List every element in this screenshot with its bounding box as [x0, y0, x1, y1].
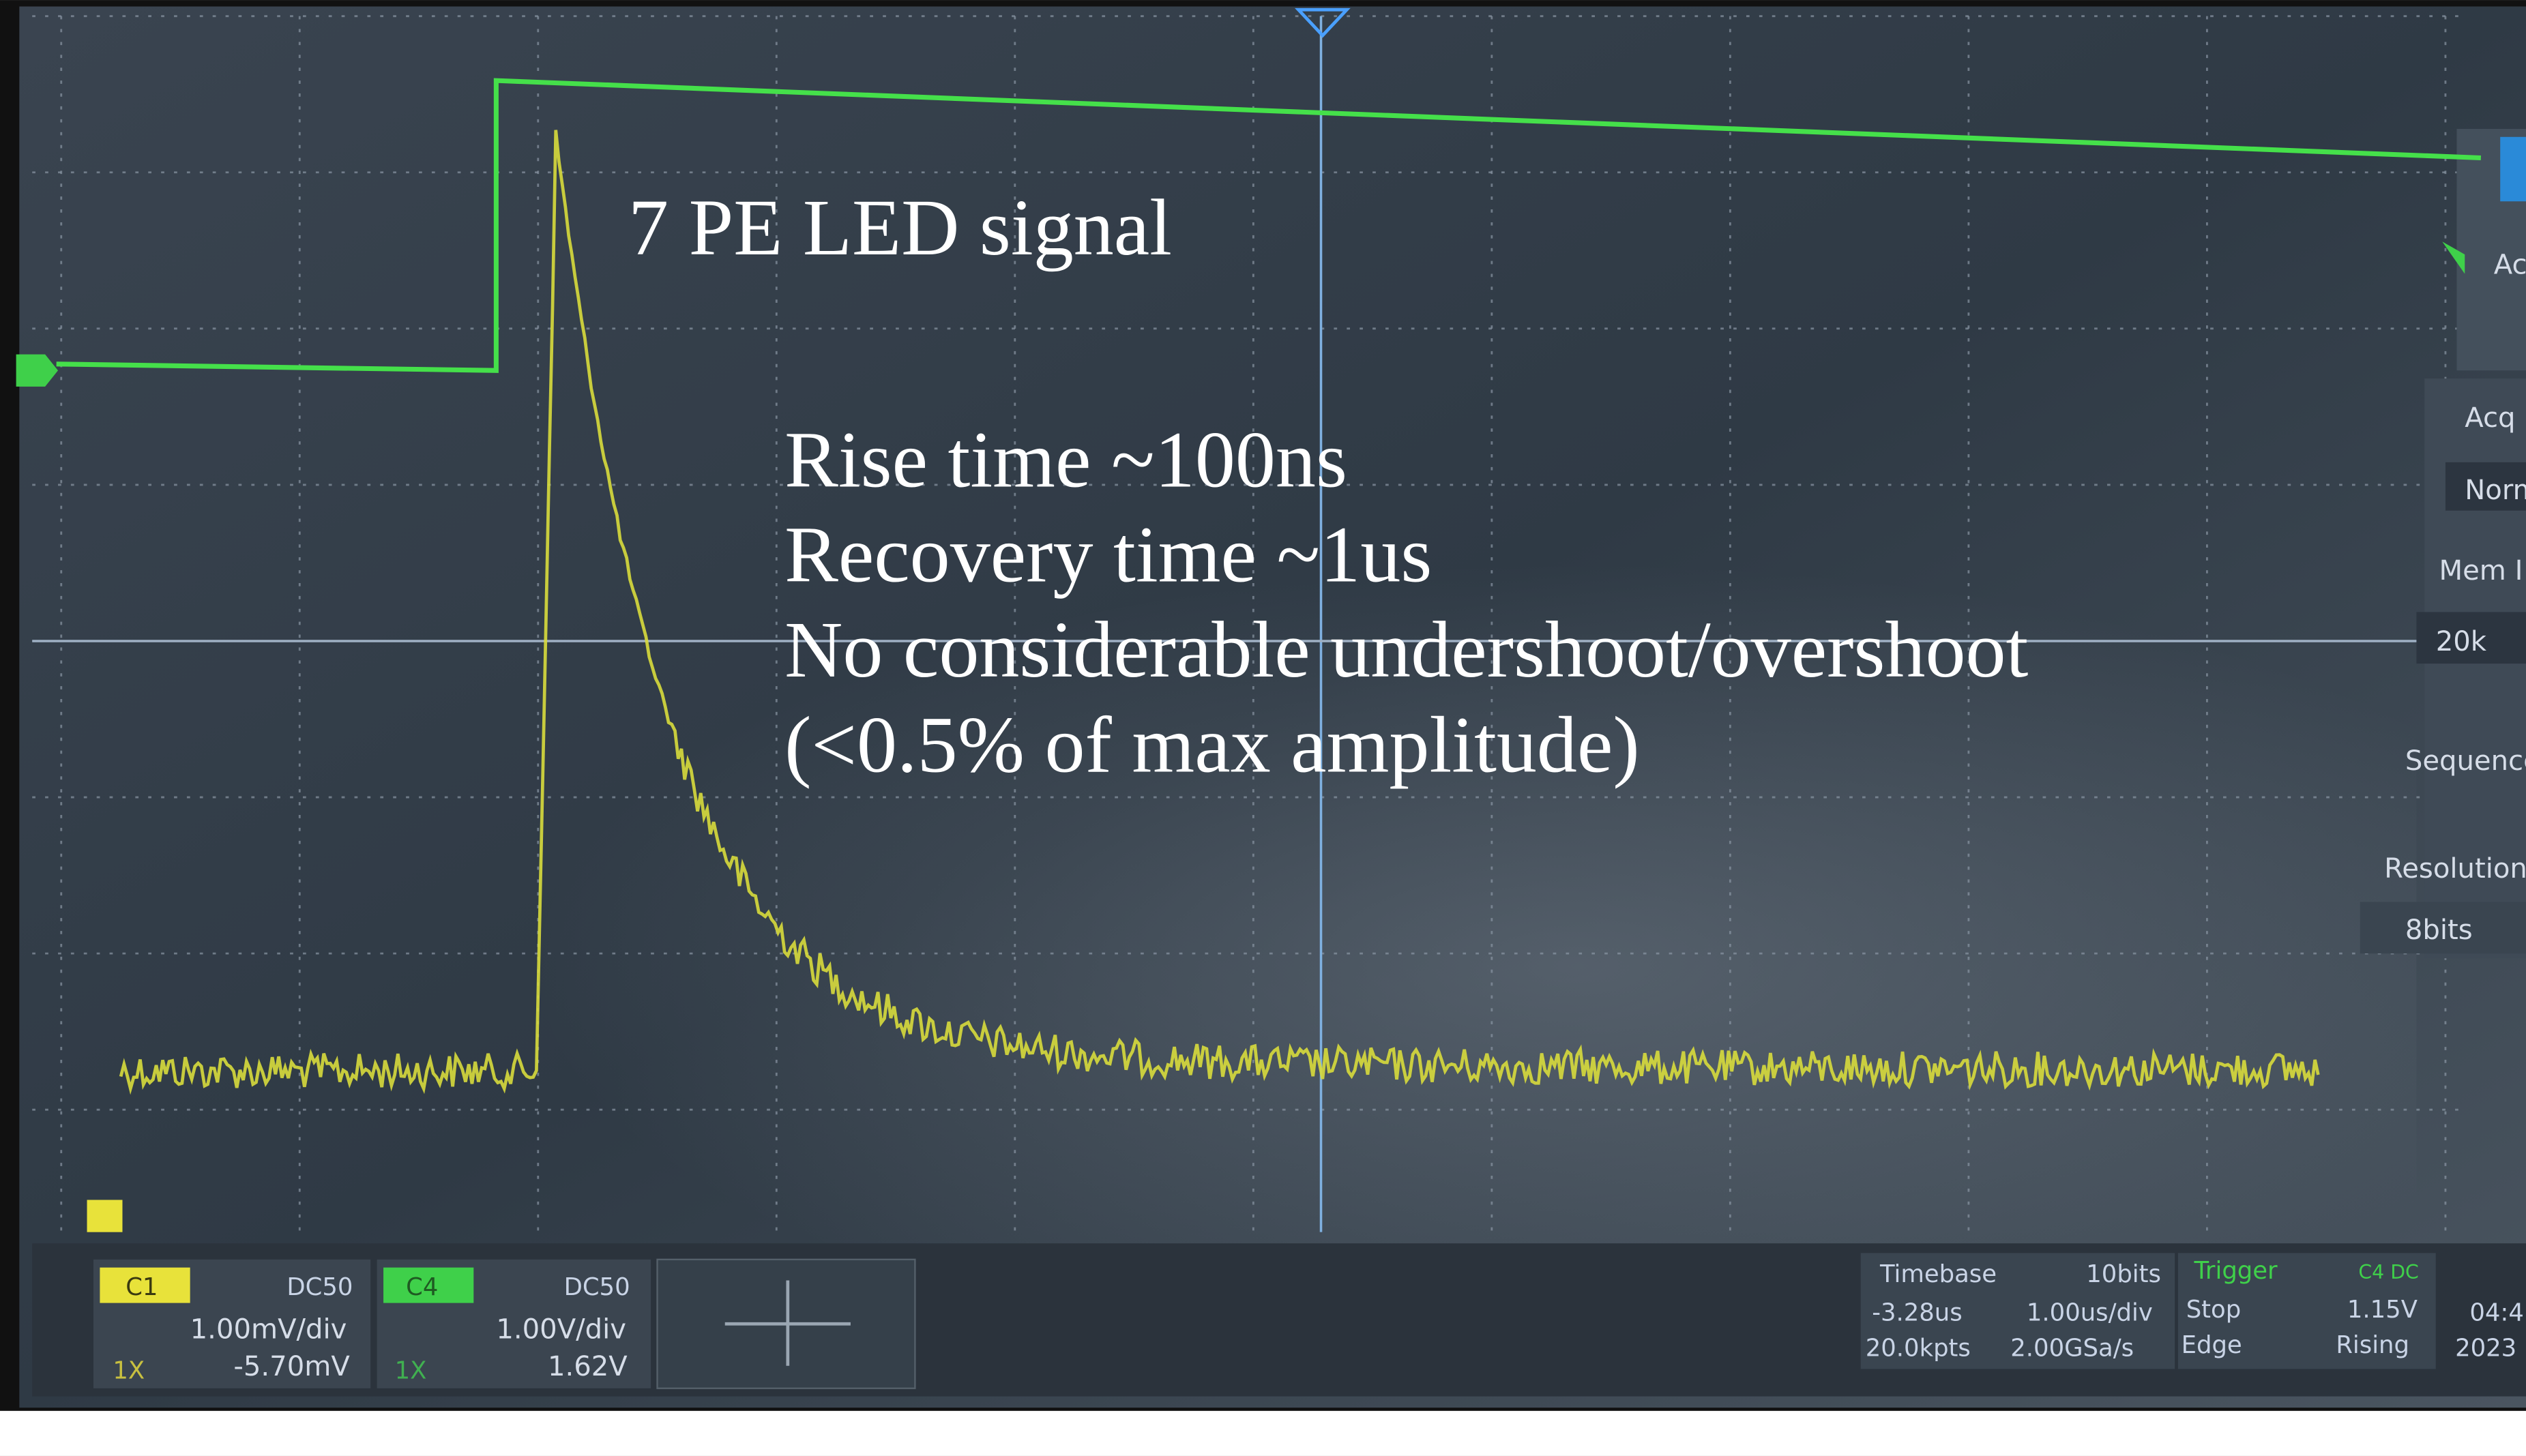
trigger-state: Stop: [2186, 1296, 2241, 1324]
timebase-label: Timebase: [1879, 1260, 1997, 1288]
side-panel: Ac Acq Norm Mem I 20k Sequence Resolutio…: [2360, 128, 2526, 959]
timebase-bits: 10bits: [2086, 1260, 2161, 1288]
probe: 1X: [113, 1357, 145, 1385]
offset: -5.70mV: [233, 1351, 350, 1382]
annotation-title: 7 PE LED signal: [628, 183, 1172, 272]
page-margin: [0, 1410, 2526, 1456]
offset: 1.62V: [548, 1351, 628, 1382]
trigger-slope: Rising: [2336, 1331, 2409, 1359]
timebase-points: 20.0kpts: [1866, 1335, 1971, 1363]
panel-label: Mem I: [2439, 555, 2523, 586]
panel-value: 8bits: [2405, 915, 2473, 946]
c4-marker: [16, 354, 59, 387]
clock-time: 04:4: [2469, 1299, 2524, 1327]
panel-value: Norm: [2465, 475, 2526, 506]
annotation-line: No considerable undershoot/overshoot: [784, 605, 2028, 694]
channel-tag: [100, 1267, 190, 1303]
probe: 1X: [395, 1357, 427, 1385]
status-bar: C1 DC50 1.00mV/div 1X -5.70mV C4 DC50 1.…: [32, 1243, 2526, 1397]
c1-trace: [119, 130, 2320, 1095]
trigger-type: Edge: [2182, 1331, 2242, 1359]
annotation-line: Rise time ~100ns: [784, 415, 1347, 504]
timebase-rate: 2.00GSa/s: [2010, 1335, 2134, 1363]
annotation-line: (<0.5% of max amplitude): [784, 700, 1640, 789]
timebase-box: [1860, 1253, 2175, 1369]
panel-label: Resolution: [2384, 853, 2526, 885]
c1-marker: [87, 1200, 123, 1232]
trigger-box: [2177, 1253, 2436, 1369]
coupling: DC50: [287, 1273, 353, 1301]
trigger-label: Trigger: [2194, 1257, 2278, 1285]
glare: [322, 483, 2417, 1289]
channel-name: C4: [406, 1273, 438, 1301]
panel-tab: [2500, 136, 2526, 202]
scale: 1.00V/div: [496, 1314, 626, 1346]
panel-field: [2360, 902, 2526, 954]
traces: [56, 78, 2482, 1095]
panel-label: Acq: [2465, 402, 2515, 434]
trigger-level: 1.15V: [2347, 1296, 2418, 1324]
panel-value: 20k: [2436, 626, 2487, 657]
trigger-marker: [2442, 241, 2465, 274]
panel-label: Sequence: [2405, 745, 2526, 777]
c4-trace: [56, 78, 2482, 373]
timebase-scale: 1.00us/div: [2027, 1299, 2153, 1327]
trigger-source: C4 DC: [2358, 1261, 2418, 1283]
scale: 1.00mV/div: [190, 1314, 347, 1346]
coupling: DC50: [564, 1273, 630, 1301]
timebase-delay: -3.28us: [1872, 1299, 1963, 1327]
time-marker: [1295, 8, 1351, 38]
panel-label: Ac: [2494, 250, 2526, 281]
panel-field: [2416, 612, 2526, 664]
channel-tag: [383, 1267, 474, 1303]
panel-field: [2445, 462, 2526, 511]
channel-name: C1: [126, 1273, 158, 1301]
annotation-line: Recovery time ~1us: [784, 510, 1432, 599]
clock-date: 2023: [2455, 1335, 2516, 1363]
